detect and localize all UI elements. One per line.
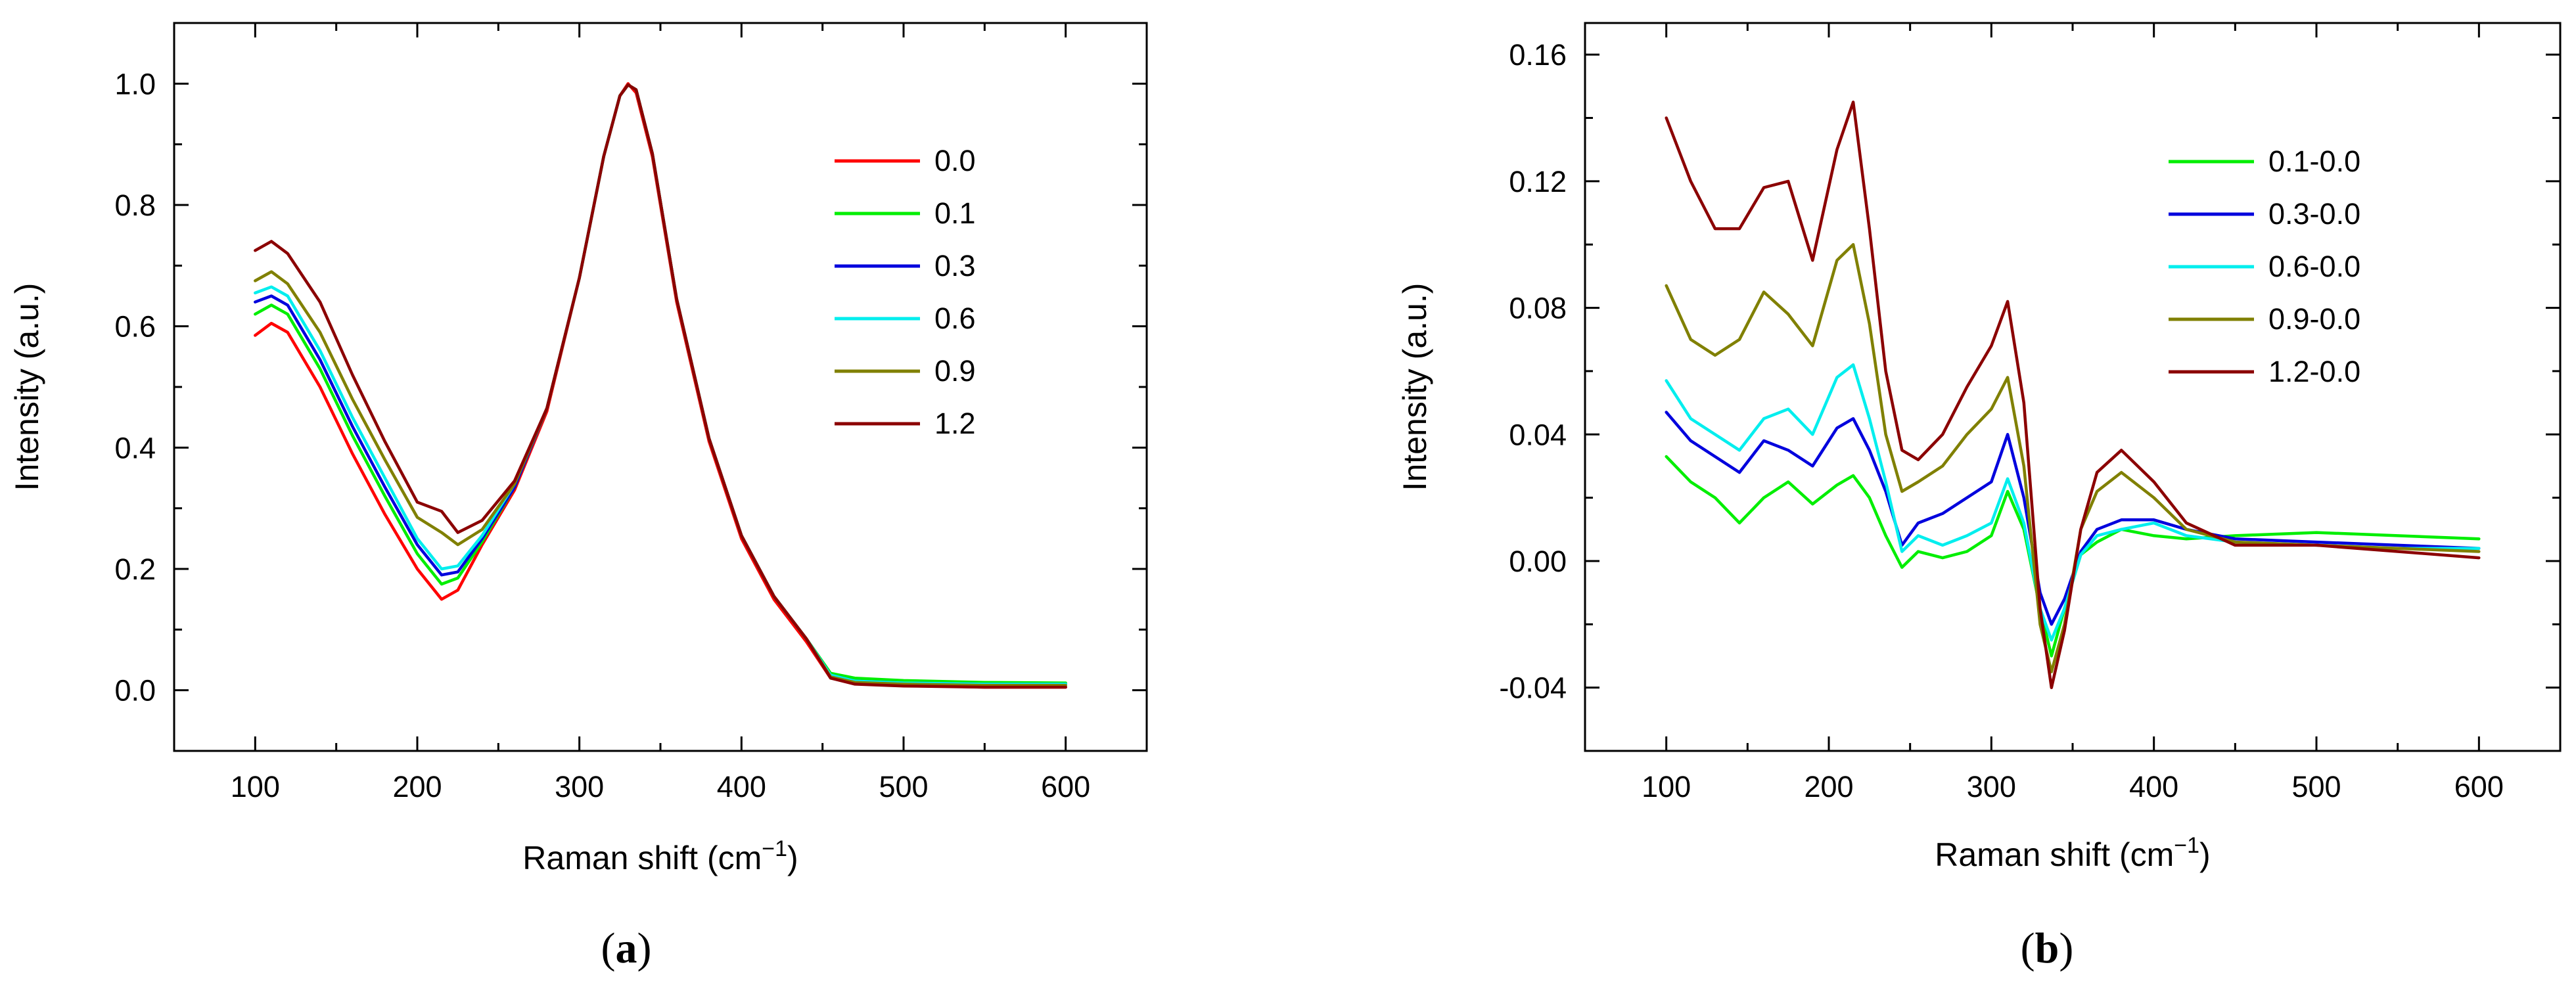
panel-label-letter: a xyxy=(616,924,637,972)
panel-label-paren: ( xyxy=(601,924,616,972)
y-tick-label: 0.12 xyxy=(1509,165,1567,198)
x-tick-label: 500 xyxy=(2291,770,2341,803)
legend-label: 0.6-0.0 xyxy=(2268,250,2360,283)
series-line-0.3-0.0 xyxy=(1665,411,2481,626)
legend-label: 0.9 xyxy=(934,354,976,388)
legend-label: 1.2-0.0 xyxy=(2268,355,2360,388)
x-tick-label: 100 xyxy=(231,770,280,803)
y-tick-label: 0.4 xyxy=(114,431,156,464)
y-tick-label: 0.2 xyxy=(114,552,156,586)
series-line-1.2 xyxy=(254,83,1067,689)
series-line-0.9-0.0 xyxy=(1665,242,2481,673)
x-axis-label-text: Raman shift (cm xyxy=(1935,836,2174,873)
x-tick-label: 600 xyxy=(2454,770,2504,803)
chart-panel-a: 100 200 300 400 500 600 0.0 0.2 0.4 0.6 0.8 1.0 Rama… xyxy=(9,22,1148,876)
x-axis-label-tail: ) xyxy=(787,840,798,876)
x-axis-label: Raman shift (cm−1) xyxy=(522,836,798,876)
y-tick-label: 0.08 xyxy=(1509,292,1567,325)
x-axis-label-tail: ) xyxy=(2199,836,2211,873)
panel-label-paren: ( xyxy=(2021,924,2035,972)
x-tick-label: 400 xyxy=(2129,770,2178,803)
series-group xyxy=(1665,101,2481,689)
chart-panel-b: 100 200 300 400 500 600 -0.04 0.00 0.04 0.08 0.12 0… xyxy=(1396,22,2562,873)
panel-label-paren: ) xyxy=(2059,924,2073,972)
x-tick-label: 500 xyxy=(879,770,928,803)
y-tick-label: 1.0 xyxy=(114,67,156,101)
x-axis-label-sup: −1 xyxy=(762,836,787,861)
legend-label: 0.3-0.0 xyxy=(2268,197,2360,231)
series-group xyxy=(254,82,1067,689)
series-line-0.6-0.0 xyxy=(1665,363,2481,642)
legend-label: 0.1 xyxy=(934,196,976,230)
legend-label: 0.3 xyxy=(934,249,976,282)
x-tick-label: 300 xyxy=(555,770,604,803)
legend-label: 1.2 xyxy=(934,407,976,440)
legend-label: 0.0 xyxy=(934,144,976,177)
x-tick-label: 600 xyxy=(1041,770,1090,803)
y-axis-label: Intensity (a.u.) xyxy=(1396,283,1433,491)
y-tick-label: 0.8 xyxy=(114,189,156,222)
panel-label-paren: ) xyxy=(637,924,652,972)
y-tick-label: -0.04 xyxy=(1499,671,1567,705)
legend-label: 0.6 xyxy=(934,302,976,335)
x-axis-label: Raman shift (cm−1) xyxy=(1935,833,2210,873)
y-tick-label: 0.16 xyxy=(1509,38,1567,72)
plot-frame xyxy=(1584,22,2562,752)
x-tick-label: 100 xyxy=(1642,770,1691,803)
series-line-1.2-0.0 xyxy=(1665,101,2481,689)
x-tick-label: 300 xyxy=(1967,770,2016,803)
x-tick-label: 200 xyxy=(392,770,442,803)
y-tick-label: 0.04 xyxy=(1509,418,1567,451)
panel-label-b: (b) xyxy=(2021,924,2074,972)
y-axis-label: Intensity (a.u.) xyxy=(9,283,45,491)
x-axis-label-text: Raman shift (cm xyxy=(522,840,762,876)
legend-label: 0.9-0.0 xyxy=(2268,302,2360,336)
panel-label-a: (a) xyxy=(601,924,652,972)
y-tick-label: 0.00 xyxy=(1509,545,1567,578)
series-line-0.1-0.0 xyxy=(1665,455,2481,658)
x-axis-label-sup: −1 xyxy=(2174,833,2199,858)
panel-label-letter: b xyxy=(2035,924,2059,972)
x-tick-label: 200 xyxy=(1804,770,1853,803)
x-tick-label: 400 xyxy=(717,770,766,803)
legend-label: 0.1-0.0 xyxy=(2268,145,2360,178)
y-tick-label: 0.0 xyxy=(114,674,156,708)
y-tick-label: 0.6 xyxy=(114,310,156,344)
